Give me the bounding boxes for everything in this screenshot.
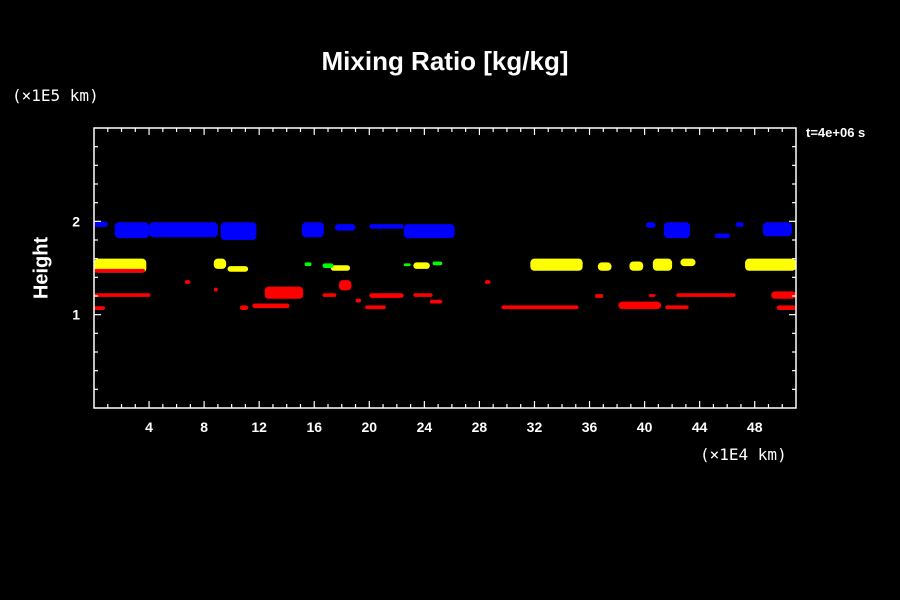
red-patch-45 [595,294,604,298]
yellow-patch-22 [680,258,696,267]
plot-frame [93,127,797,409]
red-patch-49 [676,293,736,297]
field-patches [94,221,796,310]
x-unit-label: (×1E4 km) [700,445,787,464]
red-patch-42 [429,299,443,304]
blue-patch-3 [220,222,257,240]
x-tick-label-40: 40 [637,419,653,435]
red-patch-43 [484,280,491,284]
blue-patch-6 [369,224,404,229]
x-tick-label-44: 44 [692,419,708,435]
yellow-patch-14 [213,258,227,269]
chart-title: Mixing Ratio [kg/kg] [321,46,569,76]
red-patch-39 [365,305,386,310]
blue-patch-1 [114,222,150,239]
yellow-patch-23 [745,258,796,271]
blue-patch-8 [645,222,656,228]
red-patch-35 [264,286,304,299]
yellow-patch-21 [652,258,673,271]
blue-patch-9 [663,222,691,239]
red-patch-37 [339,280,352,291]
red-patch-29 [94,293,151,297]
red-patch-34 [252,303,290,309]
blue-patch-2 [149,222,218,238]
yellow-patch-19 [597,262,612,271]
x-tick-label-24: 24 [417,419,433,435]
red-patch-30 [94,306,106,310]
green-patch-27 [432,261,443,266]
red-patch-50 [771,291,796,299]
y-tick-label-2: 2 [72,213,80,229]
blue-patch-12 [762,222,792,237]
x-tick-label-12: 12 [251,419,267,435]
time-label: t=4e+06 s [806,125,866,140]
red-patch-51 [776,305,796,310]
red-patch-33 [239,305,249,310]
yellow-patch-17 [413,262,430,269]
blue-patch-10 [714,233,730,239]
red-patch-46 [618,301,662,310]
red-patch-44 [501,305,579,310]
green-patch-25 [322,263,334,268]
red-patch-38 [355,298,362,303]
red-patch-32 [213,287,218,292]
red-patch-31 [184,280,191,284]
x-tick-label-16: 16 [306,419,322,435]
red-patch-41 [413,293,433,297]
blue-patch-11 [735,222,744,227]
yellow-patch-15 [227,266,249,272]
blue-patch-0 [94,221,108,227]
red-patch-48 [648,294,656,297]
red-patch-28 [94,268,145,273]
y-unit-label: (×1E5 km) [12,86,99,105]
red-patch-36 [322,293,337,297]
green-patch-26 [403,263,411,267]
red-patch-47 [665,305,689,310]
x-tick-label-20: 20 [362,419,378,435]
yellow-patch-20 [629,261,644,271]
x-tick-label-48: 48 [747,419,763,435]
x-tick-label-8: 8 [200,419,208,435]
yellow-patch-18 [530,258,583,271]
red-patch-40 [369,293,404,298]
green-patch-24 [304,262,312,267]
x-tick-label-36: 36 [582,419,598,435]
blue-patch-7 [403,224,455,239]
blue-patch-4 [301,222,324,238]
x-tick-label-32: 32 [527,419,543,435]
blue-patch-5 [334,224,356,231]
y-tick-label-1: 1 [72,307,80,323]
x-tick-label-4: 4 [145,419,153,435]
yellow-patch-16 [330,265,351,271]
x-tick-label-28: 28 [472,419,488,435]
